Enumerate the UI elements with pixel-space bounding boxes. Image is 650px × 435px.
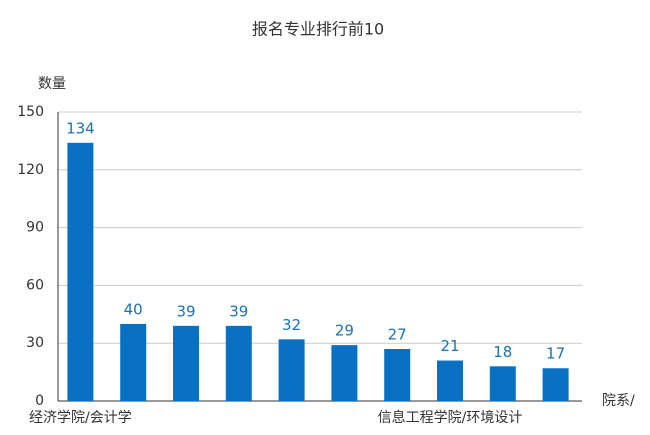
bar <box>489 366 516 401</box>
y-tick-label: 0 <box>35 393 44 409</box>
value-label: 39 <box>176 302 195 320</box>
x-tick-label: 信息工程学院/环境设计 <box>378 409 523 426</box>
value-label: 27 <box>388 325 407 343</box>
y-tick-label: 120 <box>17 162 44 178</box>
bar <box>437 360 463 401</box>
bar <box>120 323 147 401</box>
bar <box>331 345 358 401</box>
value-label: 40 <box>124 300 143 318</box>
value-label: 134 <box>66 119 95 137</box>
value-label: 32 <box>282 316 301 334</box>
bar <box>67 142 94 401</box>
x-axis-label: 院系/ <box>602 393 635 409</box>
value-label: 29 <box>335 322 354 340</box>
y-tick-label: 60 <box>26 277 44 293</box>
y-tick-label: 150 <box>17 104 44 120</box>
y-tick-label: 90 <box>26 220 44 236</box>
value-label: 39 <box>229 302 248 320</box>
y-axis-label: 数量 <box>38 76 66 92</box>
y-tick-label: 30 <box>26 335 44 351</box>
chart-title: 报名专业排行前10 <box>252 20 384 39</box>
bar <box>542 368 569 401</box>
value-label: 18 <box>493 343 512 361</box>
bar <box>225 325 252 401</box>
x-tick-label: 经济学院/会计学 <box>29 410 132 426</box>
value-label: 21 <box>440 337 459 355</box>
bar <box>384 348 411 401</box>
bar <box>173 325 199 401</box>
bar <box>278 339 305 401</box>
value-label: 17 <box>546 345 565 363</box>
